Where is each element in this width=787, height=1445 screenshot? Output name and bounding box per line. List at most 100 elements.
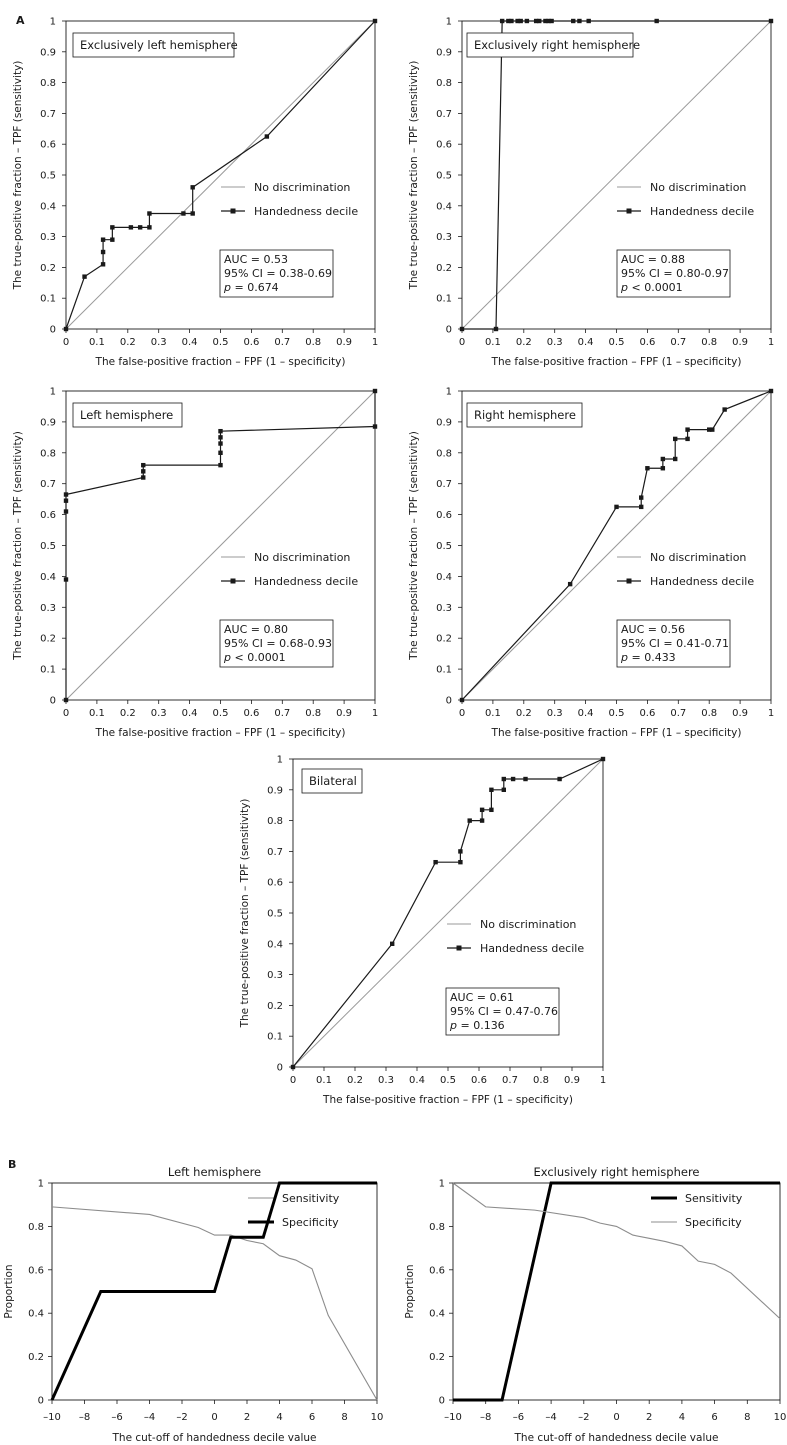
y-tick-label: 0.5 [267, 909, 283, 920]
handedness-decile-marker [390, 941, 395, 946]
stats-box [616, 619, 731, 668]
p-value-line: p = 0.674 [223, 281, 279, 294]
x-tick-label: 0.9 [336, 708, 352, 719]
chart-title: Exclusively left hemisphere [80, 38, 238, 52]
handedness-decile-marker [546, 18, 551, 24]
y-tick-label: 0.8 [40, 78, 56, 89]
legend-label-handedness-decile: Handedness decile [254, 205, 358, 218]
y-tick-label: 0.4 [267, 939, 283, 950]
handedness-decile-marker [63, 509, 69, 514]
y-tick-label: 0.9 [40, 417, 56, 428]
handedness-decile-marker [515, 18, 520, 24]
x-tick-label: 0 [290, 1075, 296, 1086]
x-tick-label: 0.5 [609, 337, 625, 348]
y-tick-label: 1 [446, 387, 452, 398]
handedness-decile-marker [543, 18, 548, 24]
y-tick-label: 0.3 [40, 232, 56, 243]
handedness-decile-marker [549, 18, 554, 24]
x-tick-label: 0.4 [182, 708, 198, 719]
handedness-decile-marker [467, 818, 472, 823]
x-tick-label: 0.9 [336, 337, 352, 348]
y-tick-label: 0 [50, 696, 56, 707]
y-tick-label: 0.4 [429, 1309, 445, 1320]
handedness-decile-marker [523, 776, 528, 782]
handedness-decile-marker [524, 18, 530, 24]
chart-title: Right hemisphere [474, 408, 576, 422]
handedness-decile-marker [141, 462, 146, 468]
x-axis-title: The false-positive fraction – FPF (1 – s… [491, 727, 742, 739]
y-tick-label: 0.4 [28, 1309, 44, 1320]
y-tick-label: 0.3 [40, 603, 56, 614]
y-tick-label: 0.8 [436, 448, 452, 459]
p-value: = 0.433 [628, 651, 676, 664]
auc-value: AUC = 0.56 [621, 623, 685, 636]
handedness-decile-marker [63, 697, 69, 703]
chart-title: Exclusively right hemisphere [533, 1165, 699, 1179]
handedness-decile-marker [557, 776, 562, 782]
y-tick-label: 0.7 [436, 479, 452, 490]
x-tick-label: –8 [79, 1412, 90, 1423]
x-tick-label: 8 [341, 1412, 347, 1423]
handedness-decile-marker [190, 185, 195, 190]
sensitivity-line [51, 1206, 378, 1401]
legend-label-sensitivity: Sensitivity [282, 1192, 340, 1205]
y-tick-label: 0.1 [40, 294, 56, 305]
legend-label-no-discrimination: No discrimination [650, 181, 746, 194]
title-box [466, 402, 583, 428]
x-tick-label: 0.4 [182, 337, 198, 348]
x-tick-label: 1 [372, 337, 378, 348]
p-symbol: p [620, 651, 628, 664]
ci-value: 95% CI = 0.80-0.97 [621, 267, 729, 280]
sensitivity-line [453, 1181, 780, 1402]
p-value-line: p = 0.136 [449, 1019, 505, 1032]
handedness-decile-marker [501, 787, 506, 792]
x-tick-label: 0.8 [701, 337, 717, 348]
handedness-decile-marker [499, 18, 505, 24]
title-box [466, 32, 634, 58]
y-tick-label: 0.9 [436, 417, 452, 428]
ci-value: 95% CI = 0.68-0.93 [224, 637, 332, 650]
legend-label-no-discrimination: No discrimination [254, 181, 350, 194]
y-tick-label: 0.4 [40, 572, 56, 583]
x-tick-label: 0.5 [213, 337, 229, 348]
roc-chart-4: 0 0.1 0.2 0.3 0.4 0.5 0.6 0.7 0.8 0.9 1 0 0.1 0.2 0.3 0… [408, 387, 774, 740]
x-tick-label: 0.1 [485, 337, 501, 348]
x-tick-label: 0.6 [639, 708, 655, 719]
x-tick-label: 0.2 [347, 1075, 363, 1086]
x-tick-label: 0.3 [151, 708, 167, 719]
x-tick-label: 0.8 [305, 708, 321, 719]
handedness-decile-marker [218, 428, 223, 434]
handedness-decile-marker [218, 435, 223, 440]
x-tick-label: 0 [613, 1412, 619, 1423]
handedness-decile-marker [489, 807, 494, 813]
y-axis-title: The true-positive fraction – TPF (sensit… [408, 61, 420, 291]
y-tick-label: 0.5 [436, 541, 452, 552]
p-symbol: p [449, 1019, 457, 1032]
roc-chart-2: 0 0.1 0.2 0.3 0.4 0.5 0.6 0.7 0.8 0.9 1 0 0.1 0.2 0.3 0… [408, 17, 774, 369]
x-tick-label: 0.6 [243, 337, 259, 348]
x-tick-label: 10 [774, 1412, 787, 1423]
handedness-decile-marker [489, 787, 494, 792]
y-tick-label: 0.6 [28, 1265, 44, 1276]
x-tick-label: 1 [372, 708, 378, 719]
handedness-decile-marker [660, 466, 666, 471]
x-axis-title: The cut-off of handedness decile value [514, 1432, 719, 1444]
y-tick-label: 0.4 [40, 201, 56, 212]
y-axis-title: The true-positive fraction – TPF (sensit… [408, 431, 420, 661]
x-tick-label: 0.6 [471, 1075, 487, 1086]
stats-box [219, 619, 334, 668]
y-axis-title: The true-positive fraction – TPF (sensit… [239, 799, 251, 1029]
x-tick-label: 0.2 [120, 337, 136, 348]
x-tick-label: 1 [600, 1075, 606, 1086]
roc-chart-3: 0 0.1 0.2 0.3 0.4 0.5 0.6 0.7 0.8 0.9 1 0 0.1 0.2 0.3 0… [12, 387, 378, 740]
x-axis-title: The false-positive fraction – FPF (1 – s… [95, 356, 346, 368]
y-tick-label: 0 [439, 1396, 445, 1407]
x-tick-label: –6 [111, 1412, 122, 1423]
y-tick-label: 1 [50, 387, 56, 398]
legend-label-sensitivity: Sensitivity [685, 1192, 743, 1205]
x-tick-label: –10 [43, 1412, 61, 1423]
y-tick-label: 0.9 [40, 47, 56, 58]
handedness-decile-marker [685, 427, 690, 432]
x-tick-label: 0.5 [213, 708, 229, 719]
